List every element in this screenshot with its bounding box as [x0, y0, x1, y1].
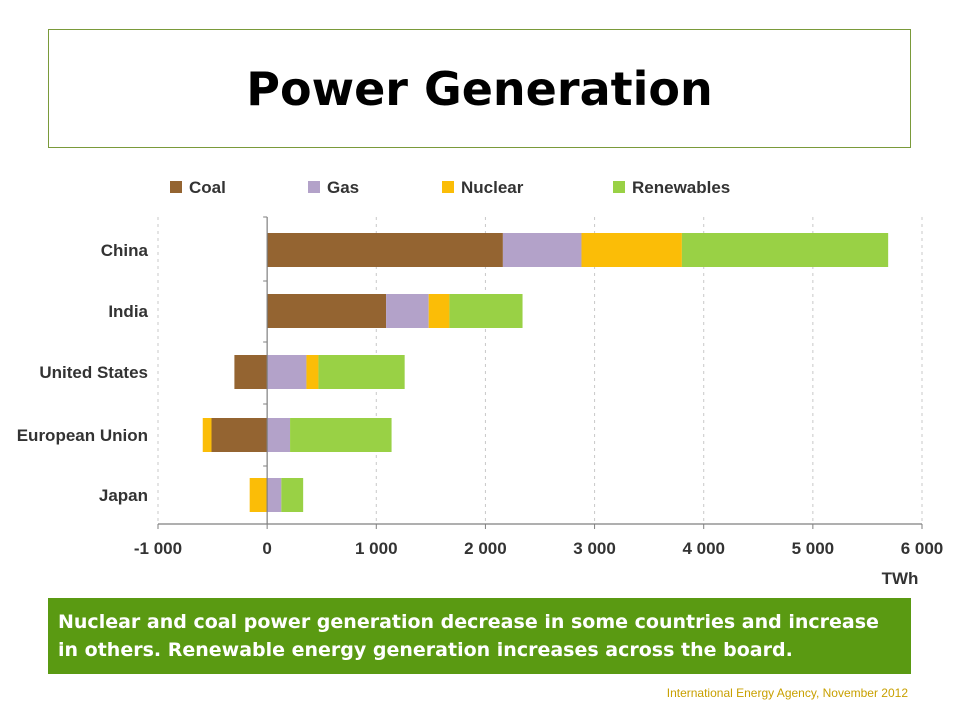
bar-renewables-european-union — [290, 418, 392, 452]
legend-label-renewables: Renewables — [632, 178, 730, 197]
legend-swatch-renewables — [613, 181, 625, 193]
bar-coal-china — [267, 233, 503, 267]
bar-renewables-united-states — [318, 355, 405, 389]
legend-label-gas: Gas — [327, 178, 359, 197]
x-tick-label: 2 000 — [464, 539, 507, 558]
bar-coal-united-states — [234, 355, 268, 389]
bar-coal-european-union — [211, 418, 268, 452]
caption-text: Nuclear and coal power generation decrea… — [58, 611, 879, 661]
x-tick-label: 3 000 — [573, 539, 616, 558]
bar-nuclear-united-states — [306, 355, 319, 389]
x-tick-label: 5 000 — [792, 539, 835, 558]
bar-coal-india — [267, 294, 387, 328]
legend-swatch-gas — [308, 181, 320, 193]
slide-title: Power Generation — [246, 61, 713, 116]
category-label: Japan — [99, 486, 148, 505]
bar-gas-japan — [267, 478, 282, 512]
category-label: European Union — [17, 426, 148, 445]
x-tick-label: 4 000 — [682, 539, 725, 558]
bar-nuclear-india — [428, 294, 450, 328]
legend-swatch-coal — [170, 181, 182, 193]
bar-gas-china — [502, 233, 582, 267]
x-tick-label: 6 000 — [901, 539, 944, 558]
x-tick-label: -1 000 — [134, 539, 182, 558]
bar-renewables-china — [681, 233, 889, 267]
x-tick-label: 1 000 — [355, 539, 398, 558]
title-box: Power Generation — [48, 29, 911, 148]
bar-renewables-india — [449, 294, 523, 328]
chart-grid — [157, 217, 923, 524]
category-label: China — [101, 241, 149, 260]
legend-label-nuclear: Nuclear — [461, 178, 524, 197]
bar-nuclear-china — [581, 233, 682, 267]
chart-axes — [157, 216, 923, 529]
legend-label-coal: Coal — [189, 178, 226, 197]
x-axis-label: TWh — [882, 569, 919, 588]
bar-renewables-japan — [281, 478, 304, 512]
bar-gas-india — [386, 294, 429, 328]
caption-box: Nuclear and coal power generation decrea… — [48, 598, 911, 674]
source-credit: International Energy Agency, November 20… — [666, 686, 908, 700]
category-label: India — [108, 302, 148, 321]
bar-gas-european-union — [267, 418, 291, 452]
bar-nuclear-japan — [249, 478, 268, 512]
chart-labels: China India United States European Union Jap… — [17, 241, 944, 588]
legend-swatch-nuclear — [442, 181, 454, 193]
bar-nuclear-european-union — [202, 418, 212, 452]
category-label: United States — [39, 363, 148, 382]
x-tick-label: 0 — [262, 539, 271, 558]
stacked-bar-chart: Coal Gas Nuclear Renewables China India Unite… — [17, 178, 944, 588]
chart-legend: Coal Gas Nuclear Renewables — [170, 178, 730, 197]
bar-gas-united-states — [267, 355, 307, 389]
chart-bars — [202, 233, 889, 512]
